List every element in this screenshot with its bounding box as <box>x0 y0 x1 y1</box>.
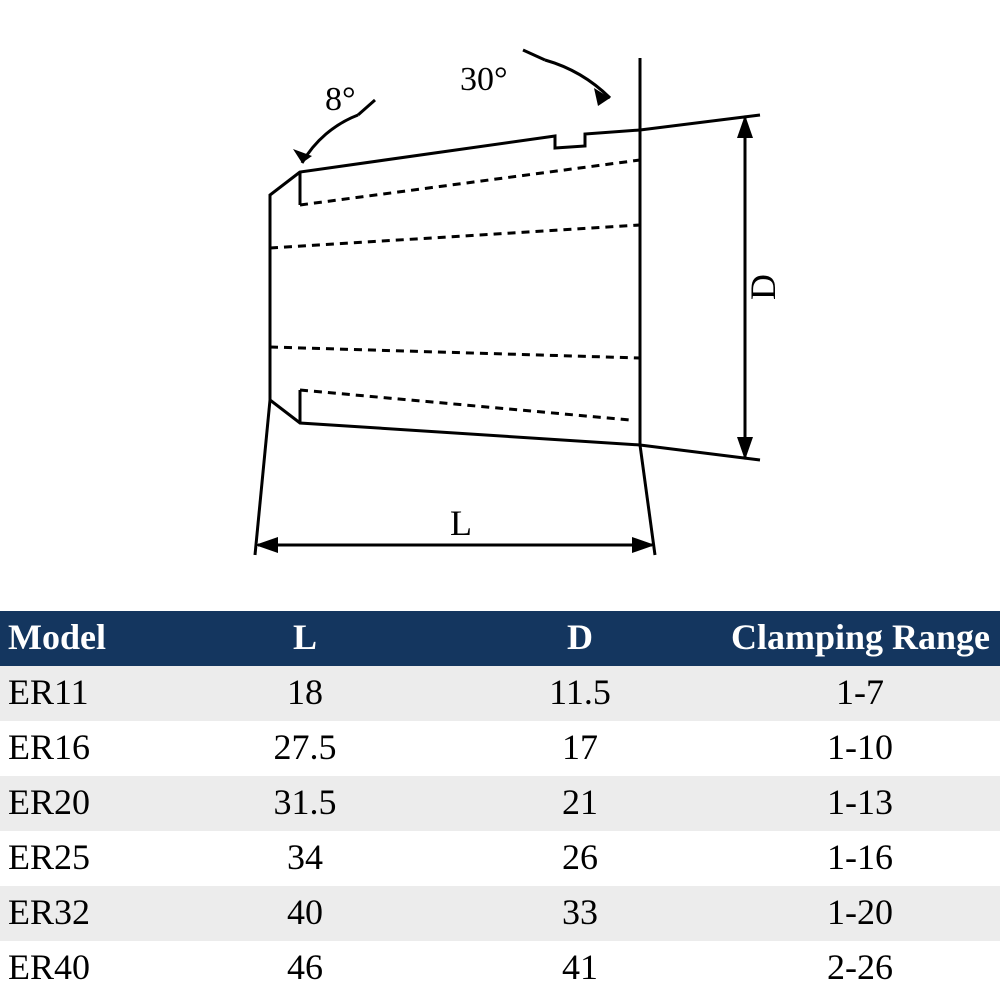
table-row: ER3240331-20 <box>0 886 1000 941</box>
cell: 17 <box>440 721 720 776</box>
cell: 40 <box>170 886 440 941</box>
cell: 1-10 <box>720 721 1000 776</box>
angle-8-label: 8° <box>325 81 356 118</box>
cell: ER16 <box>0 721 170 776</box>
cell: 1-7 <box>720 666 1000 721</box>
cell: 41 <box>440 941 720 996</box>
dim-D-label: D <box>743 274 783 300</box>
cell: 46 <box>170 941 440 996</box>
th-L: L <box>170 611 440 666</box>
cell: 21 <box>440 776 720 831</box>
cell: ER11 <box>0 666 170 721</box>
table-row: ER2534261-16 <box>0 831 1000 886</box>
cell: 31.5 <box>170 776 440 831</box>
cell: 18 <box>170 666 440 721</box>
cell: 2-26 <box>720 941 1000 996</box>
angle-30-label: 30° <box>460 61 508 98</box>
table-row: ER4046412-26 <box>0 941 1000 996</box>
table-row: ER1627.5171-10 <box>0 721 1000 776</box>
cell: ER25 <box>0 831 170 886</box>
th-D: D <box>440 611 720 666</box>
cell: 1-20 <box>720 886 1000 941</box>
cell: 11.5 <box>440 666 720 721</box>
cell: ER40 <box>0 941 170 996</box>
th-clamping-range: Clamping Range <box>720 611 1000 666</box>
spec-table: Model L D Clamping Range ER111811.51-7ER… <box>0 611 1000 996</box>
dim-L-label: L <box>450 503 472 543</box>
table-row: ER111811.51-7 <box>0 666 1000 721</box>
cell: 34 <box>170 831 440 886</box>
th-model: Model <box>0 611 170 666</box>
cell: 1-16 <box>720 831 1000 886</box>
collet-diagram: 8° 30° L D <box>0 0 1000 600</box>
table-row: ER2031.5211-13 <box>0 776 1000 831</box>
spec-table-body: ER111811.51-7ER1627.5171-10ER2031.5211-1… <box>0 666 1000 996</box>
cell: 27.5 <box>170 721 440 776</box>
cell: 26 <box>440 831 720 886</box>
cell: 1-13 <box>720 776 1000 831</box>
cell: 33 <box>440 886 720 941</box>
cell: ER32 <box>0 886 170 941</box>
table-header-row: Model L D Clamping Range <box>0 611 1000 666</box>
cell: ER20 <box>0 776 170 831</box>
